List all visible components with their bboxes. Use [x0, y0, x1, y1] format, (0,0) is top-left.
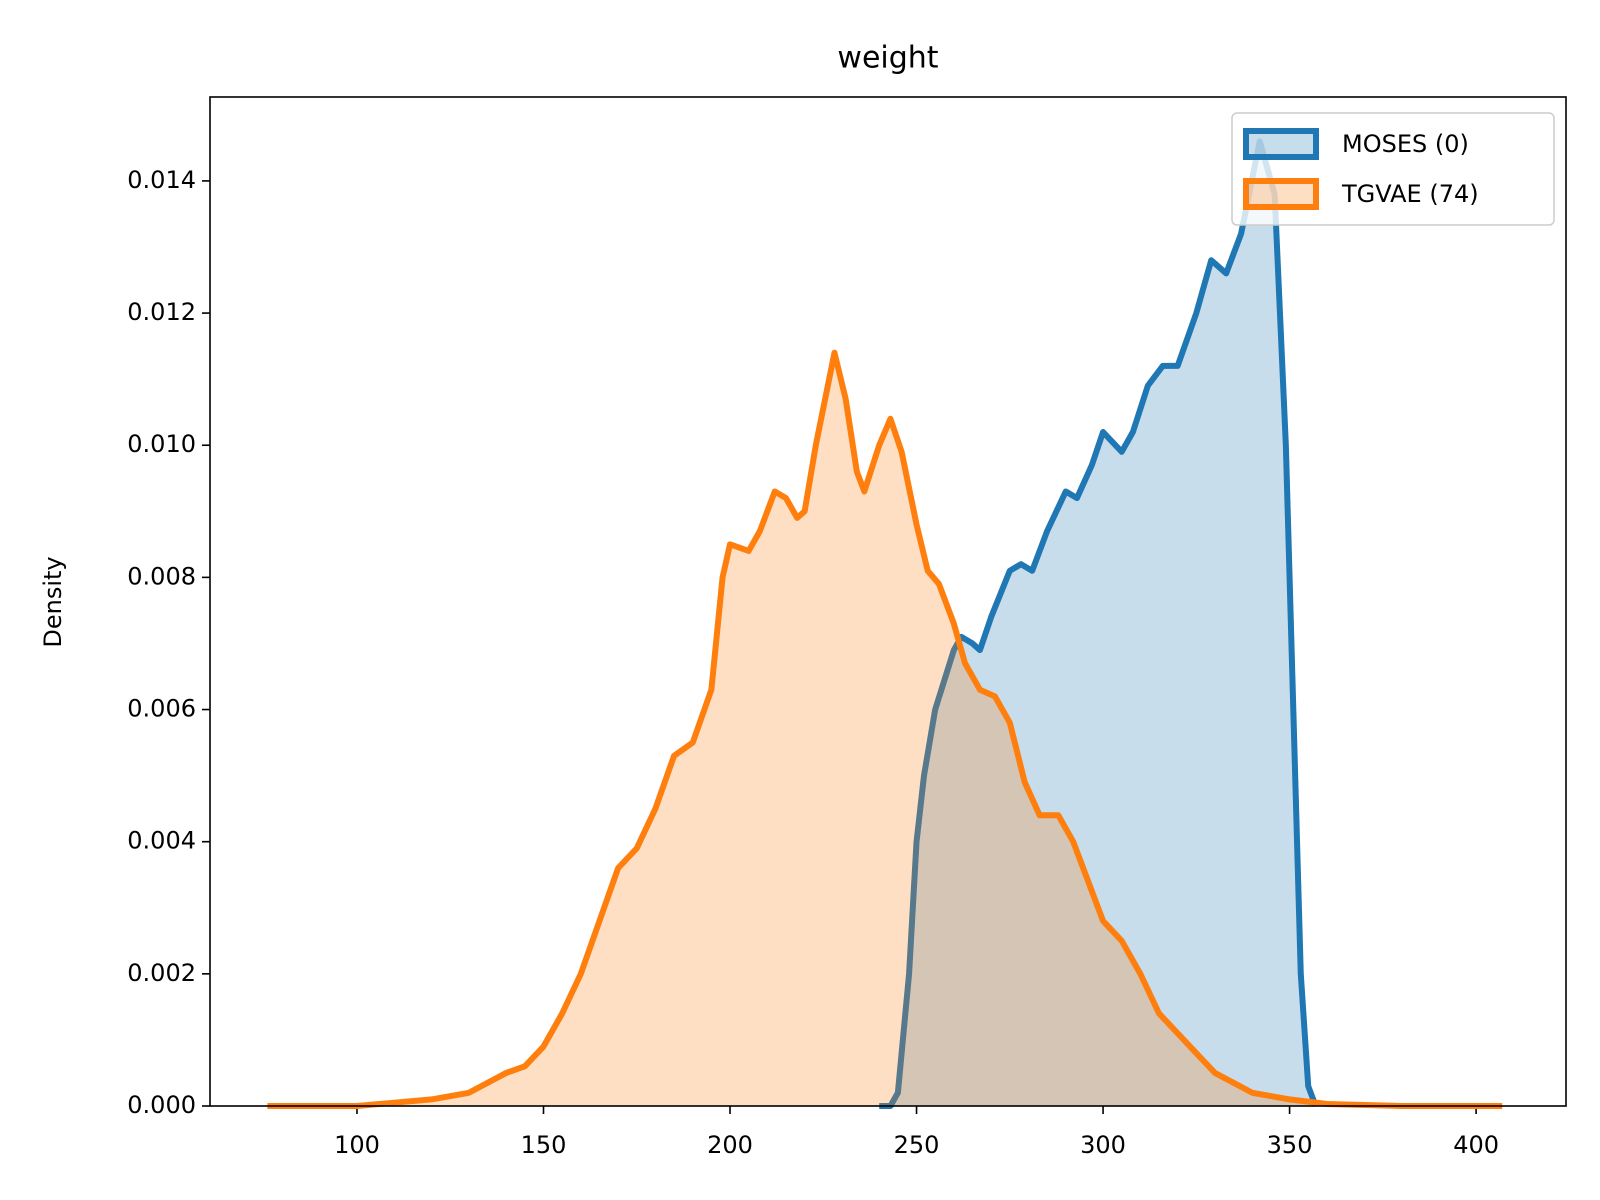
- y-tick-label: 0.004: [127, 827, 196, 855]
- y-tick-label: 0.000: [127, 1091, 196, 1119]
- y-tick-label: 0.012: [127, 298, 196, 326]
- legend-label: TGVAE (74): [1341, 180, 1479, 208]
- area-fill: [267, 352, 1503, 1106]
- legend-swatch: [1243, 128, 1319, 160]
- legend-label: MOSES (0): [1342, 130, 1469, 158]
- chart-title: weight: [837, 41, 938, 76]
- y-tick-label: 0.014: [127, 166, 196, 194]
- legend-box: [1231, 112, 1555, 226]
- x-tick-label: 300: [1080, 1131, 1126, 1159]
- y-axis-label: Density: [39, 556, 67, 647]
- plot-frame: [209, 96, 1567, 1107]
- density-line: [267, 349, 1503, 1109]
- y-tick-label: 0.010: [127, 430, 196, 458]
- legend-swatch: [1243, 178, 1319, 210]
- y-tick-label: 0.002: [127, 959, 196, 987]
- x-tick-label: 250: [894, 1131, 940, 1159]
- y-tick-label: 0.008: [127, 562, 196, 590]
- x-tick-label: 200: [707, 1131, 753, 1159]
- x-tick-label: 150: [521, 1131, 567, 1159]
- x-tick-label: 400: [1453, 1131, 1499, 1159]
- x-tick-label: 350: [1267, 1131, 1313, 1159]
- area-fill: [879, 141, 1316, 1106]
- y-tick-label: 0.006: [127, 695, 196, 723]
- x-tick-label: 100: [334, 1131, 380, 1159]
